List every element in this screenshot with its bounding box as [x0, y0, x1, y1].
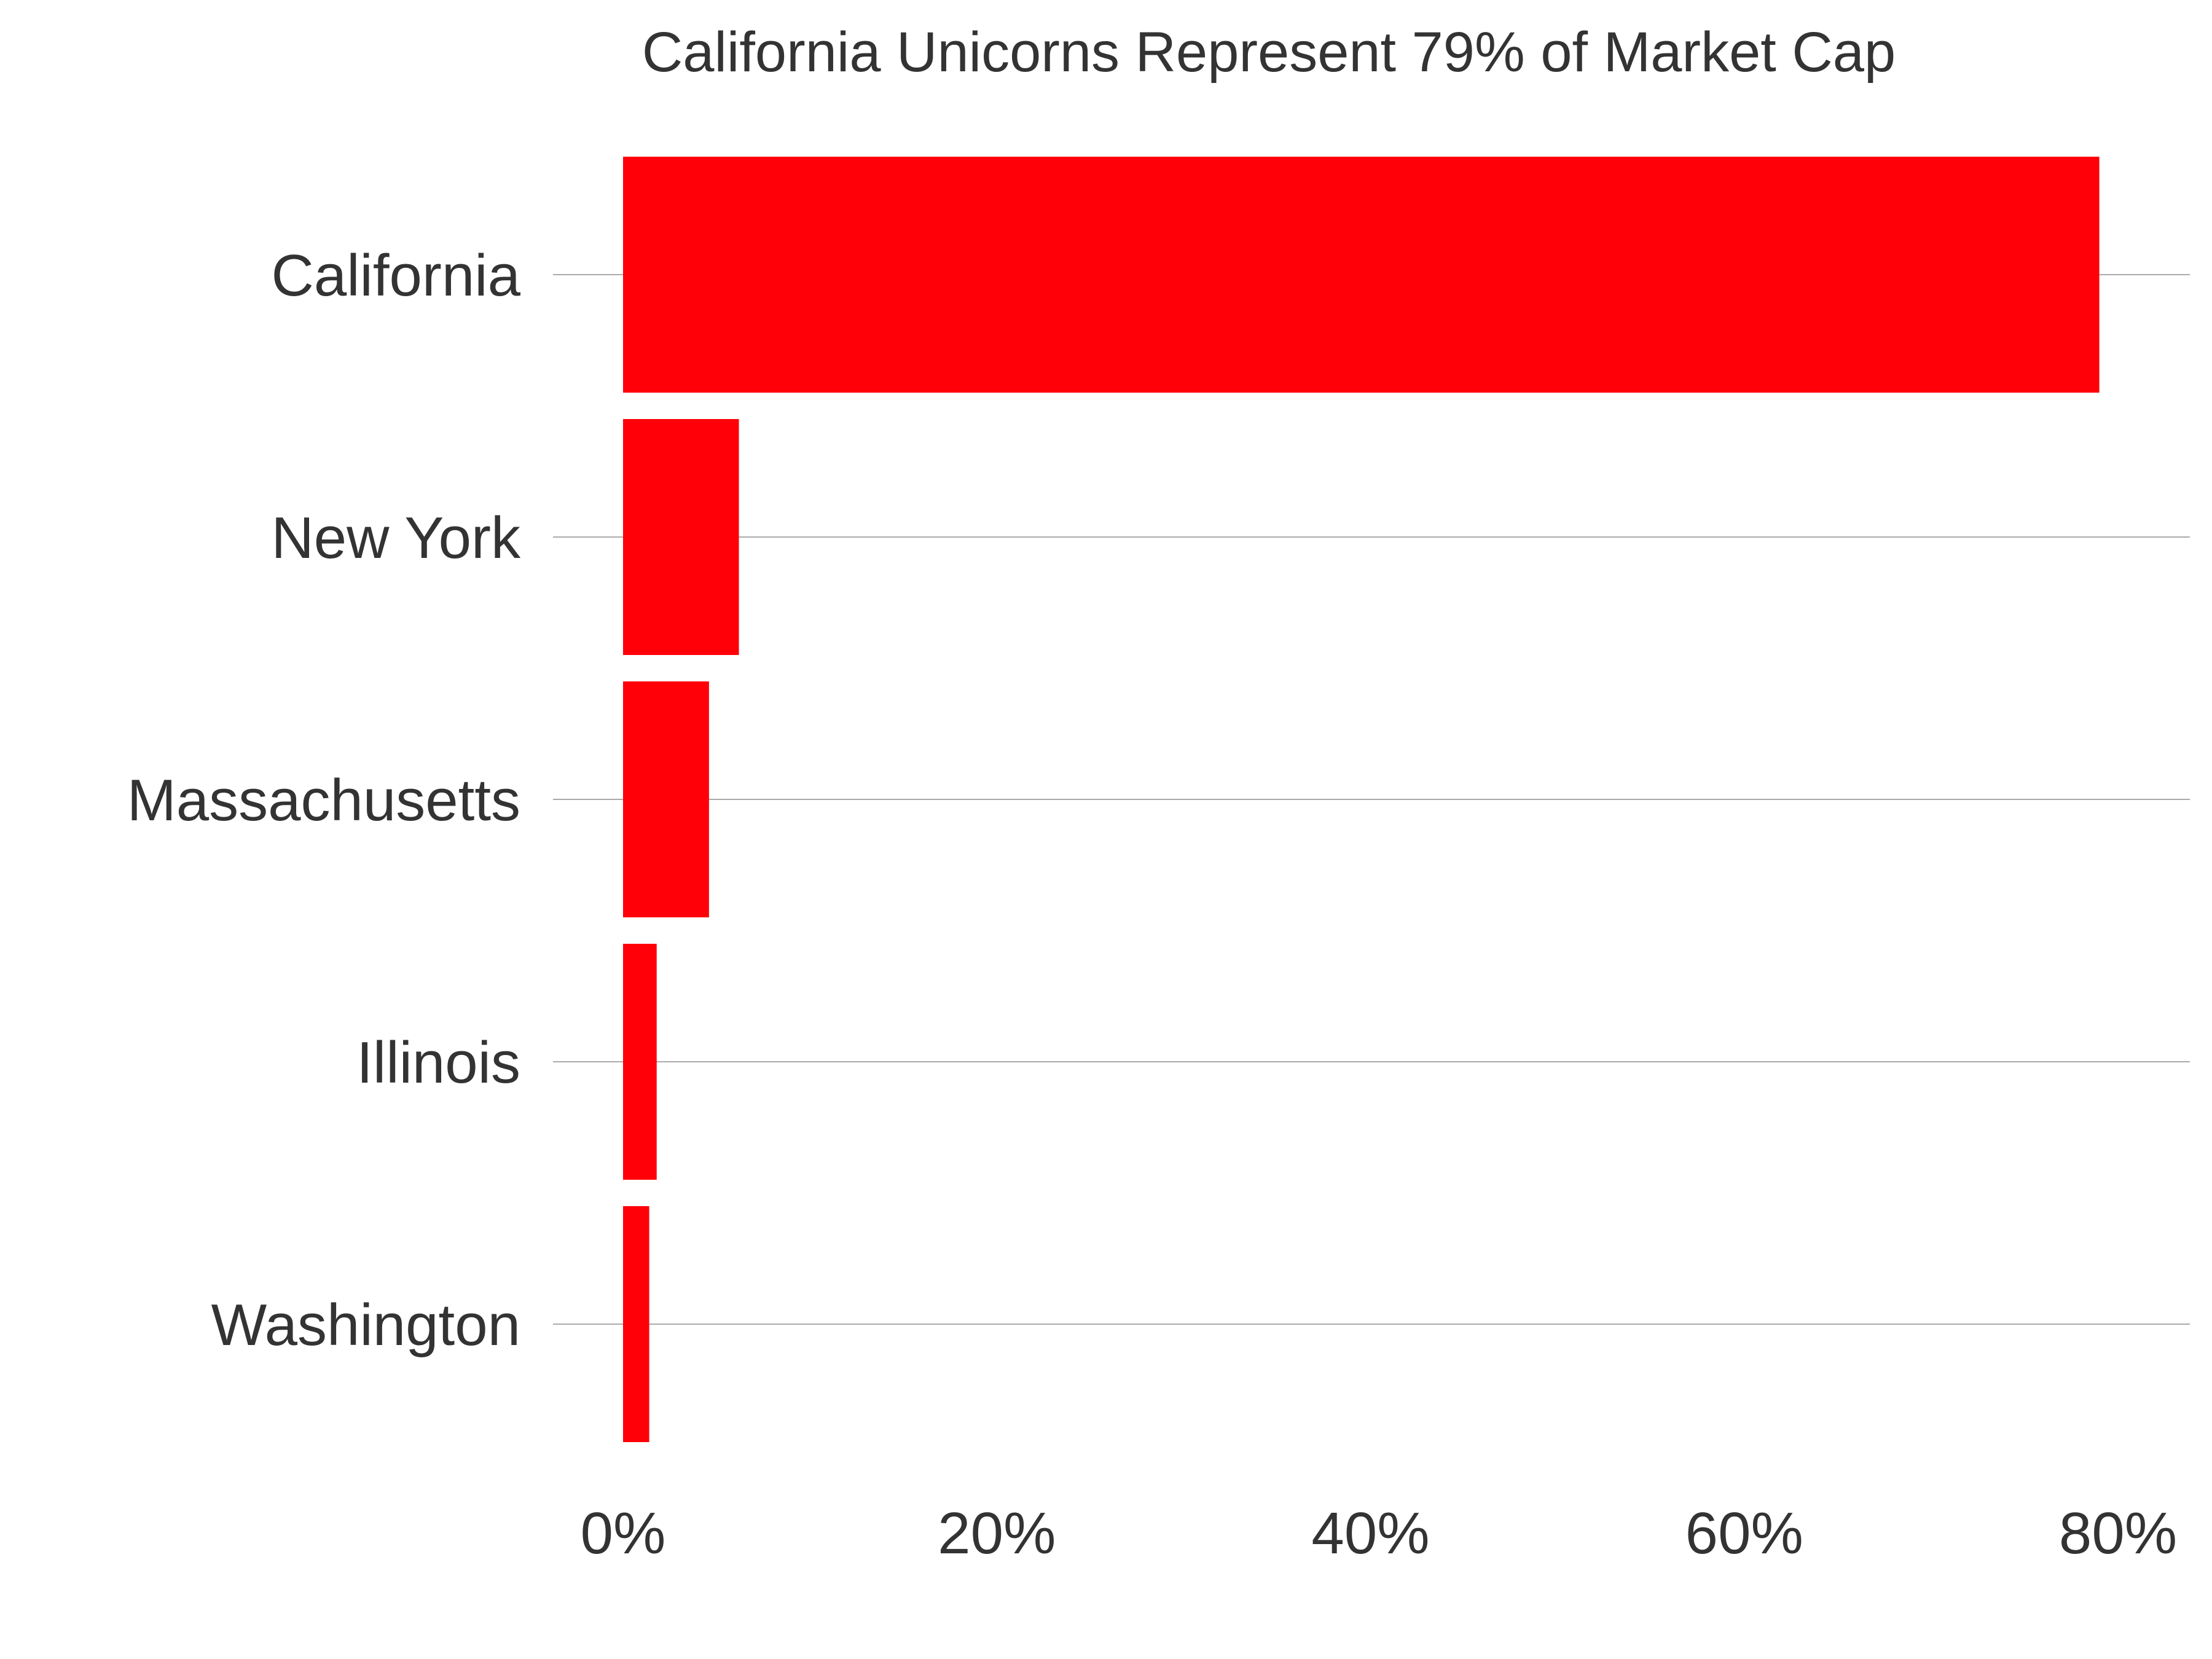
x-tick-label-20: 20%: [938, 1500, 1056, 1566]
category-label-washington: Washington: [211, 1292, 520, 1358]
gridlines: [553, 274, 2190, 1325]
bar-washington: [623, 1206, 649, 1442]
category-label-new-york: New York: [271, 505, 521, 571]
x-tick-label-40: 40%: [1311, 1500, 1429, 1566]
category-label-california: California: [271, 243, 520, 308]
category-label-illinois: Illinois: [356, 1030, 520, 1096]
x-tick-label-0: 0%: [581, 1500, 666, 1566]
chart-title: California Unicorns Represent 79% of Mar…: [642, 21, 1896, 84]
bar-new-york: [623, 419, 739, 655]
category-labels: California New York Massachusetts Illinois W…: [127, 243, 521, 1358]
bar-illinois: [623, 944, 657, 1180]
category-label-massachusetts: Massachusetts: [127, 767, 520, 833]
bar-massachusetts: [623, 681, 709, 917]
bar-california: [623, 157, 2100, 393]
x-axis-ticks: 0% 20% 40% 60% 80%: [581, 1500, 2177, 1566]
x-tick-label-60: 60%: [1685, 1500, 1803, 1566]
x-tick-label-80: 80%: [2059, 1500, 2177, 1566]
bars: [623, 157, 2100, 1442]
